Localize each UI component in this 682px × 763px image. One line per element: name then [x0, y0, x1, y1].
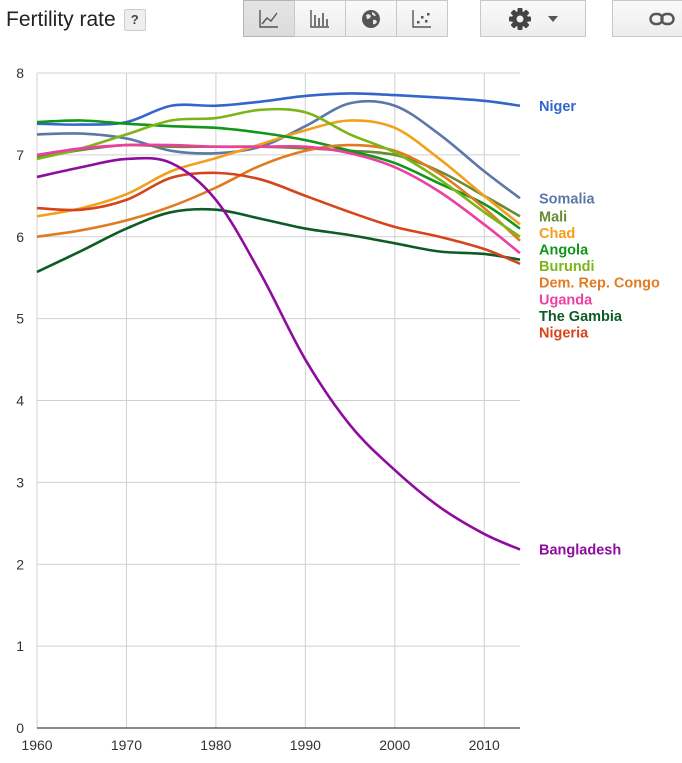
bar-chart-icon	[310, 9, 329, 28]
y-tick-label: 3	[16, 474, 24, 490]
link-icon	[649, 12, 675, 25]
legend-label-chad[interactable]: Chad	[539, 226, 575, 242]
caret-down-icon	[548, 15, 558, 22]
series-line-dem-rep-congo[interactable]	[36, 143, 521, 242]
page-title: Fertility rate	[6, 8, 116, 31]
x-tick-label: 1970	[111, 737, 142, 753]
bar-chart-button[interactable]	[294, 0, 346, 37]
gear-icon	[509, 7, 531, 30]
line-chart-icon	[259, 9, 278, 28]
globe-icon	[362, 9, 380, 28]
link-button[interactable]	[612, 0, 682, 37]
y-tick-label: 7	[16, 147, 24, 163]
series-line-the-gambia[interactable]	[36, 207, 521, 274]
y-tick-label: 1	[16, 638, 24, 654]
series-line-angola[interactable]	[36, 119, 521, 230]
legend-label-somalia[interactable]: Somalia	[539, 191, 596, 207]
y-tick-label: 0	[16, 720, 24, 736]
legend-label-bangladesh[interactable]: Bangladesh	[539, 543, 621, 559]
axes: 0 1 2 3 4 5 6 7 8 1960 1970 1980 1990 2000 2010	[16, 65, 520, 753]
legend-label-burundi[interactable]: Burundi	[539, 259, 595, 275]
x-tick-label: 2000	[379, 737, 410, 753]
grid-lines	[36, 72, 520, 729]
map-button[interactable]	[345, 0, 397, 37]
legend-label-angola[interactable]: Angola	[539, 242, 589, 258]
legend-label-the-gambia[interactable]: The Gambia	[539, 309, 623, 325]
y-tick-label: 4	[16, 393, 24, 409]
line-chart-button[interactable]	[243, 0, 295, 37]
scatter-chart-button[interactable]	[396, 0, 448, 37]
y-tick-label: 5	[16, 311, 24, 327]
chart-type-toolbar	[243, 0, 448, 37]
y-tick-label: 6	[16, 229, 24, 245]
x-tick-label: 2010	[469, 737, 500, 753]
y-tick-label: 8	[16, 65, 24, 81]
scatter-plot-icon	[412, 9, 431, 28]
x-tick-label: 1960	[21, 737, 52, 753]
x-tick-label: 1980	[200, 737, 231, 753]
legend-label-mali[interactable]: Mali	[539, 209, 567, 225]
series-lines	[36, 92, 521, 551]
legend-label-dem-rep-congo[interactable]: Dem. Rep. Congo	[539, 276, 660, 292]
series-line-nigeria[interactable]	[36, 171, 521, 265]
series-line-bangladesh[interactable]	[36, 156, 521, 551]
series-line-burundi[interactable]	[36, 107, 521, 238]
x-tick-label: 1990	[290, 737, 321, 753]
help-button[interactable]: ?	[123, 9, 146, 31]
settings-menu-button[interactable]	[480, 0, 586, 37]
series-line-uganda[interactable]	[36, 143, 521, 255]
legend-label-nigeria[interactable]: Nigeria	[539, 325, 589, 341]
y-tick-label: 2	[16, 556, 24, 572]
legend-label-niger[interactable]: Niger	[539, 99, 576, 115]
chart-title-bar: Fertility rate ?	[6, 8, 146, 32]
legend-label-uganda[interactable]: Uganda	[539, 292, 593, 308]
